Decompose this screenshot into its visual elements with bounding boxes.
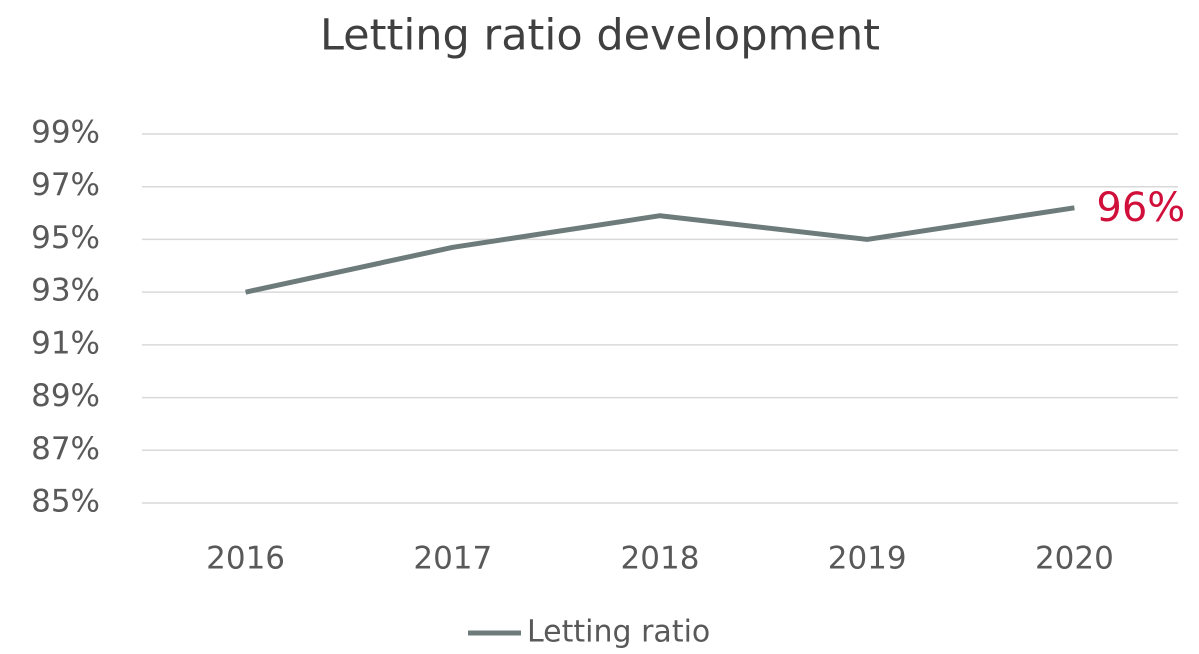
legend-label: Letting ratio — [527, 615, 710, 650]
x-tick-label: 2019 — [828, 541, 907, 577]
y-tick-label: 95% — [31, 220, 100, 256]
data-label: 96% — [1096, 185, 1185, 231]
series-line — [245, 205, 1075, 295]
y-tick-label: 93% — [31, 273, 100, 309]
y-tick-label: 99% — [31, 115, 100, 151]
chart-title: Letting ratio development — [320, 11, 880, 61]
x-tick-label: 2018 — [621, 541, 700, 577]
y-tick-label: 85% — [31, 484, 100, 520]
y-tick-label: 91% — [31, 325, 100, 361]
x-tick-label: 2016 — [206, 541, 285, 577]
y-tick-label: 89% — [31, 378, 100, 414]
x-tick-label: 2020 — [1035, 541, 1114, 577]
y-tick-label: 97% — [31, 167, 100, 203]
y-tick-label: 87% — [31, 431, 100, 467]
x-tick-label: 2017 — [413, 541, 492, 577]
